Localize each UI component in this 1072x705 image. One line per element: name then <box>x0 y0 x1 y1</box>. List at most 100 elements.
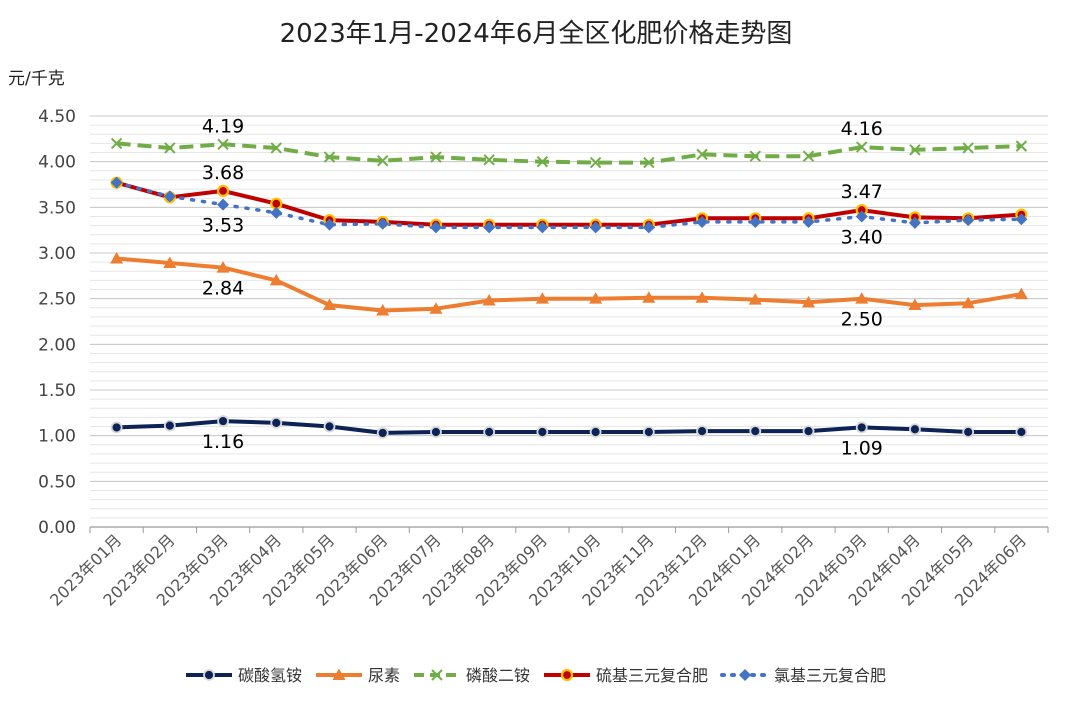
y-tick-label: 0.00 <box>38 518 76 538</box>
y-tick-label: 4.50 <box>38 107 76 127</box>
data-label: 3.47 <box>841 181 883 203</box>
series-point <box>642 426 655 438</box>
series-point <box>536 426 549 438</box>
y-tick-label: 0.50 <box>38 472 76 492</box>
series-point <box>909 423 921 436</box>
series-point <box>802 425 815 438</box>
series-point <box>270 142 282 154</box>
series-line <box>116 256 1022 313</box>
series-point <box>536 155 549 168</box>
series-point <box>642 221 655 234</box>
series-point <box>908 298 922 311</box>
series-markers <box>110 137 1028 439</box>
series-point <box>695 291 709 303</box>
data-label: 2.84 <box>202 278 244 300</box>
series-point <box>110 137 123 150</box>
series-point <box>430 426 442 438</box>
series-point <box>856 141 868 153</box>
y-axis-ticks: 0.00 0.50 1.00 1.50 2.00 2.50 3.00 3.50 4.00 4.50 <box>38 107 76 538</box>
series-point <box>802 150 815 162</box>
series-point <box>962 142 974 154</box>
legend-marker <box>560 668 574 682</box>
series-line <box>116 180 1022 227</box>
series-point <box>855 421 868 434</box>
series-point <box>217 138 229 151</box>
series-point <box>323 420 336 433</box>
series-point <box>748 293 762 305</box>
series-point <box>643 156 655 169</box>
series-point <box>430 151 442 163</box>
series-point <box>323 298 336 311</box>
legend-label: 碳酸氢铵 <box>238 666 302 685</box>
series-point <box>589 426 602 438</box>
series-point <box>270 206 283 219</box>
series-point <box>163 419 176 432</box>
y-tick-label: 1.50 <box>38 381 76 401</box>
series-point <box>217 415 229 427</box>
series-point <box>961 296 975 309</box>
series-point <box>802 215 815 228</box>
series-point <box>802 295 815 308</box>
series-point <box>855 292 869 304</box>
series-point <box>110 176 123 189</box>
series-point <box>962 214 975 227</box>
series-point <box>1015 426 1028 438</box>
legend-label: 磷酸二铵 <box>466 666 530 685</box>
series-point <box>749 150 761 162</box>
series-point <box>908 216 921 229</box>
series-point <box>482 293 496 306</box>
series-point <box>536 221 549 234</box>
legend-label: 硫基三元复合肥 <box>596 666 708 685</box>
data-label: 4.19 <box>202 115 244 137</box>
data-label: 1.16 <box>202 431 244 453</box>
series-point <box>216 184 230 197</box>
legend-marker <box>431 669 443 681</box>
series-point <box>909 144 921 156</box>
data-label: 2.50 <box>841 309 883 331</box>
series-point <box>216 261 230 273</box>
series-point <box>376 427 389 439</box>
series-point <box>429 302 443 314</box>
series-point <box>376 217 389 230</box>
series-point <box>589 292 603 304</box>
data-label: 1.09 <box>841 437 883 459</box>
series-point <box>376 304 390 316</box>
data-label: 3.53 <box>202 215 244 237</box>
series-point <box>696 425 708 438</box>
series-point <box>163 256 177 269</box>
chart-title: 2023年1月-2024年6月全区化肥价格走势图 <box>280 19 793 49</box>
legend-marker <box>332 668 346 680</box>
series-point <box>696 148 708 161</box>
data-label: 3.68 <box>202 162 244 184</box>
series-point <box>110 421 123 434</box>
series-point <box>855 210 868 223</box>
series-lines <box>114 141 1024 435</box>
series-point <box>269 273 283 286</box>
x-axis: 2023年01月2023年02月2023年03月2023年04月2023年05月… <box>46 526 1049 610</box>
series-point <box>642 291 656 303</box>
series-point <box>696 215 709 228</box>
legend-marker <box>203 669 215 681</box>
series-point <box>1014 287 1028 300</box>
y-tick-label: 2.50 <box>38 290 76 310</box>
legend: 碳酸氢铵 尿素 磷酸二铵 硫基三元复合肥 氯基三元复合肥 <box>186 666 886 685</box>
series-point <box>1015 213 1028 226</box>
series-point <box>164 142 176 154</box>
legend-label: 氯基三元复合肥 <box>774 666 886 685</box>
y-tick-label: 3.00 <box>38 244 76 264</box>
series-point <box>110 251 124 264</box>
series-line <box>116 419 1022 435</box>
series-point <box>377 155 389 167</box>
series-point <box>483 426 496 438</box>
series-point <box>589 221 602 234</box>
series-point <box>962 426 975 438</box>
data-labels: 4.19 4.16 3.68 3.47 3.53 3.40 2.84 2.50 1.16 1.09 <box>202 115 883 459</box>
y-tick-label: 4.00 <box>38 153 76 173</box>
series-point <box>163 190 176 203</box>
y-tick-label: 3.50 <box>38 198 76 218</box>
y-tick-label: 2.00 <box>38 335 76 355</box>
series-point <box>323 151 336 163</box>
series-point <box>270 416 283 429</box>
series-line <box>114 180 1024 230</box>
